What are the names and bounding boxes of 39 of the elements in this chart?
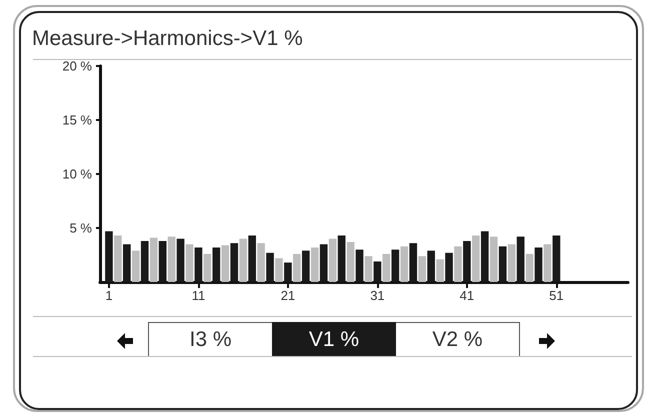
bar (490, 236, 498, 282)
bar (114, 236, 122, 282)
bar (204, 254, 212, 282)
bar (239, 238, 248, 282)
bar (364, 256, 372, 282)
x-tick-label: 31 (370, 288, 385, 303)
y-tick-label: 15 % (62, 112, 92, 128)
bar (508, 244, 516, 282)
y-tick-label: 5 % (70, 220, 92, 236)
bar (418, 256, 426, 282)
bar (436, 259, 444, 282)
bar (221, 245, 230, 282)
bar (310, 247, 319, 282)
bar (544, 244, 552, 282)
bar (150, 238, 158, 282)
y-tick-label: 10 % (62, 166, 92, 182)
y-tick-label: 20 % (62, 58, 92, 74)
x-tick-label: 21 (280, 288, 296, 303)
x-tick-label: 41 (460, 288, 474, 303)
chart-title: Measure->Harmonics->V1 % (32, 27, 303, 51)
bar (257, 243, 265, 282)
bar (526, 254, 534, 282)
bar (346, 242, 354, 282)
x-tick-label: 1 (105, 288, 113, 303)
bar (328, 238, 337, 282)
bar (472, 236, 480, 282)
tab-label: V1 % (308, 328, 360, 351)
bar (168, 236, 176, 282)
tab-label: I3 % (189, 328, 232, 351)
bar (382, 254, 390, 282)
x-tick-label: 11 (192, 288, 206, 303)
tab-label: V2 % (432, 328, 483, 351)
bar (454, 246, 462, 282)
bar (132, 250, 140, 282)
x-tick-label: 51 (549, 288, 564, 303)
bar (275, 258, 283, 282)
bar (400, 246, 408, 282)
bar (186, 244, 194, 282)
bar (293, 254, 301, 282)
